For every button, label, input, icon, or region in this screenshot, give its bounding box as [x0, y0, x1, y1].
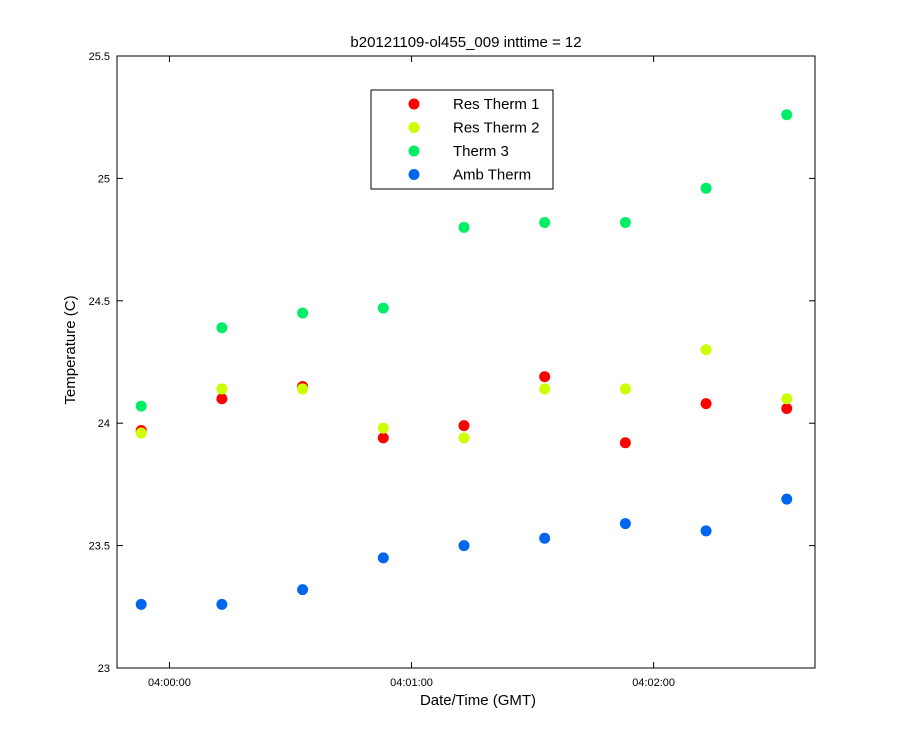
y-tick-label: 25	[98, 173, 110, 185]
data-point	[700, 344, 712, 356]
data-point	[297, 584, 309, 596]
data-point	[297, 383, 309, 395]
x-axis-label: Date/Time (GMT)	[420, 692, 536, 709]
legend-label: Res Therm 1	[453, 96, 539, 113]
data-point	[297, 307, 309, 319]
y-tick-label: 24	[98, 418, 110, 430]
x-tick-label: 04:02:00	[632, 677, 675, 689]
legend-marker	[408, 122, 420, 133]
data-points	[135, 109, 793, 610]
data-point	[619, 383, 631, 395]
data-point	[700, 525, 712, 537]
data-point	[135, 598, 147, 610]
data-point	[781, 403, 793, 415]
data-point	[377, 422, 389, 434]
data-point	[135, 400, 147, 412]
data-point	[539, 532, 551, 544]
data-point	[539, 216, 551, 228]
data-point	[700, 182, 712, 194]
data-point	[539, 383, 551, 395]
data-point	[216, 383, 228, 395]
legend-label: Res Therm 2	[453, 120, 539, 137]
data-point	[458, 420, 470, 432]
series-2	[135, 109, 793, 412]
data-point	[216, 598, 228, 610]
y-tick-label: 25.5	[89, 51, 110, 63]
axis-ticks	[117, 55, 815, 669]
axis-tick-labels: 23 23.5 24 24.5 25 25.5 04:00:00 04:01:00 04:02:…	[89, 51, 675, 689]
data-point	[216, 393, 228, 405]
x-tick-label: 04:00:00	[148, 677, 191, 689]
data-point	[377, 552, 389, 564]
legend-marker	[408, 145, 420, 157]
series-3	[135, 493, 793, 610]
data-point	[781, 109, 793, 121]
data-point	[458, 221, 470, 233]
legend-label: Therm 3	[453, 143, 509, 160]
legend-box	[370, 89, 554, 190]
data-point	[700, 398, 712, 410]
legend: Res Therm 1 Res Therm 2 Therm 3 Amb Therm	[370, 89, 554, 190]
data-point	[458, 432, 470, 444]
data-point	[216, 322, 228, 334]
series-1	[135, 344, 793, 444]
chart-title: b20121109-ol455_009 inttime = 12	[350, 34, 581, 51]
data-point	[377, 302, 389, 314]
data-point	[377, 432, 389, 444]
data-point	[135, 427, 147, 439]
y-tick-label: 23.5	[89, 541, 110, 553]
data-point	[781, 393, 793, 405]
data-point	[458, 540, 470, 552]
data-point	[619, 437, 631, 449]
data-point	[539, 371, 551, 383]
data-point	[781, 493, 793, 505]
data-point	[619, 518, 631, 530]
legend-marker	[408, 98, 420, 110]
x-tick-label: 04:01:00	[390, 677, 433, 689]
legend-marker	[408, 169, 420, 180]
legend-label: Amb Therm	[453, 167, 531, 184]
y-tick-label: 23	[98, 663, 110, 675]
data-point	[619, 216, 631, 228]
y-axis-label: Temperature (C)	[62, 295, 79, 404]
y-tick-label: 24.5	[89, 296, 110, 308]
